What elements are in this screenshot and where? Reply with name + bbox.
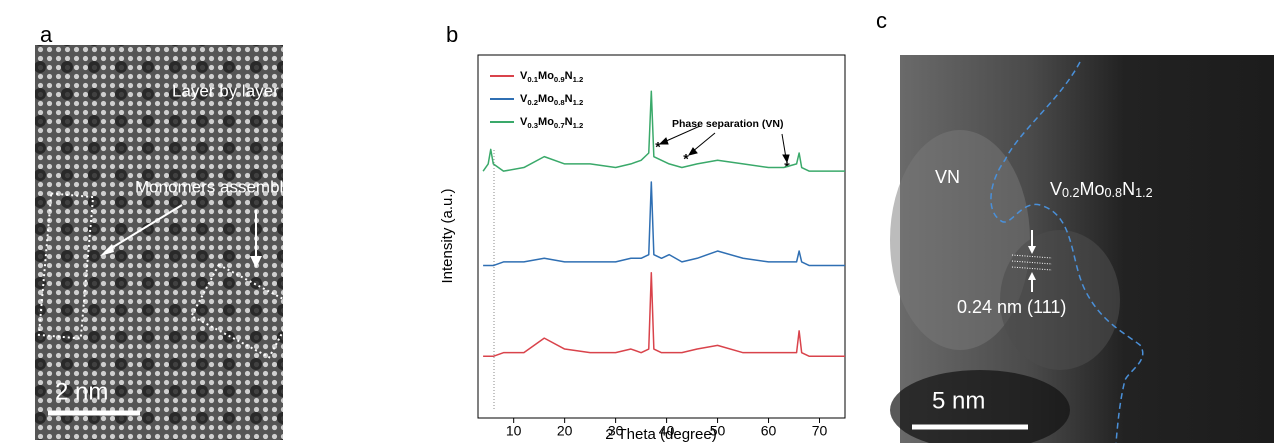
annotation: 0.24 nm (111) — [957, 297, 1066, 317]
legend-label: V0.1Mo0.9N1.2 — [520, 70, 583, 84]
legend-label: V0.2Mo0.8N1.2 — [520, 93, 583, 107]
hrtem-image — [890, 55, 1274, 448]
annotation: V0.2Mo0.8N1.2 — [1050, 179, 1153, 201]
panel-label: a — [40, 22, 53, 47]
series-line — [483, 272, 845, 358]
x-tick-label: 10 — [506, 423, 522, 439]
panel-label: b — [446, 22, 458, 47]
annotation: * — [655, 139, 661, 155]
scale-bar-label: 5 nm — [932, 387, 985, 414]
y-axis-label: Intensity (a.u.) — [439, 188, 456, 283]
series-line — [483, 181, 845, 267]
annotation: Layer by layer growth — [172, 81, 335, 100]
x-tick-label: 20 — [557, 423, 573, 439]
xrd-chart: Intensity (a.u.) 2 Theta (degree) Phase … — [439, 54, 846, 443]
legend-label: V0.3Mo0.7N1.2 — [520, 116, 583, 130]
annotation: * — [683, 151, 689, 167]
annotation-arrows — [658, 125, 790, 164]
stem-image — [35, 45, 298, 440]
panel-label: c — [876, 8, 887, 33]
x-tick-label: 70 — [812, 423, 828, 439]
x-tick-label: 30 — [608, 423, 624, 439]
annotation: Monomers assembling — [135, 177, 306, 196]
scale-bar-label: 2 nm — [55, 378, 108, 405]
x-tick-label: 40 — [659, 423, 675, 439]
x-tick-label: 60 — [761, 423, 777, 439]
x-tick-label: 50 — [710, 423, 726, 439]
annotation: VN — [935, 167, 960, 187]
series-line — [482, 90, 845, 172]
x-axis-label: 2 Theta (degree) — [605, 426, 716, 443]
annotation: Phase separation (VN) — [672, 118, 783, 130]
